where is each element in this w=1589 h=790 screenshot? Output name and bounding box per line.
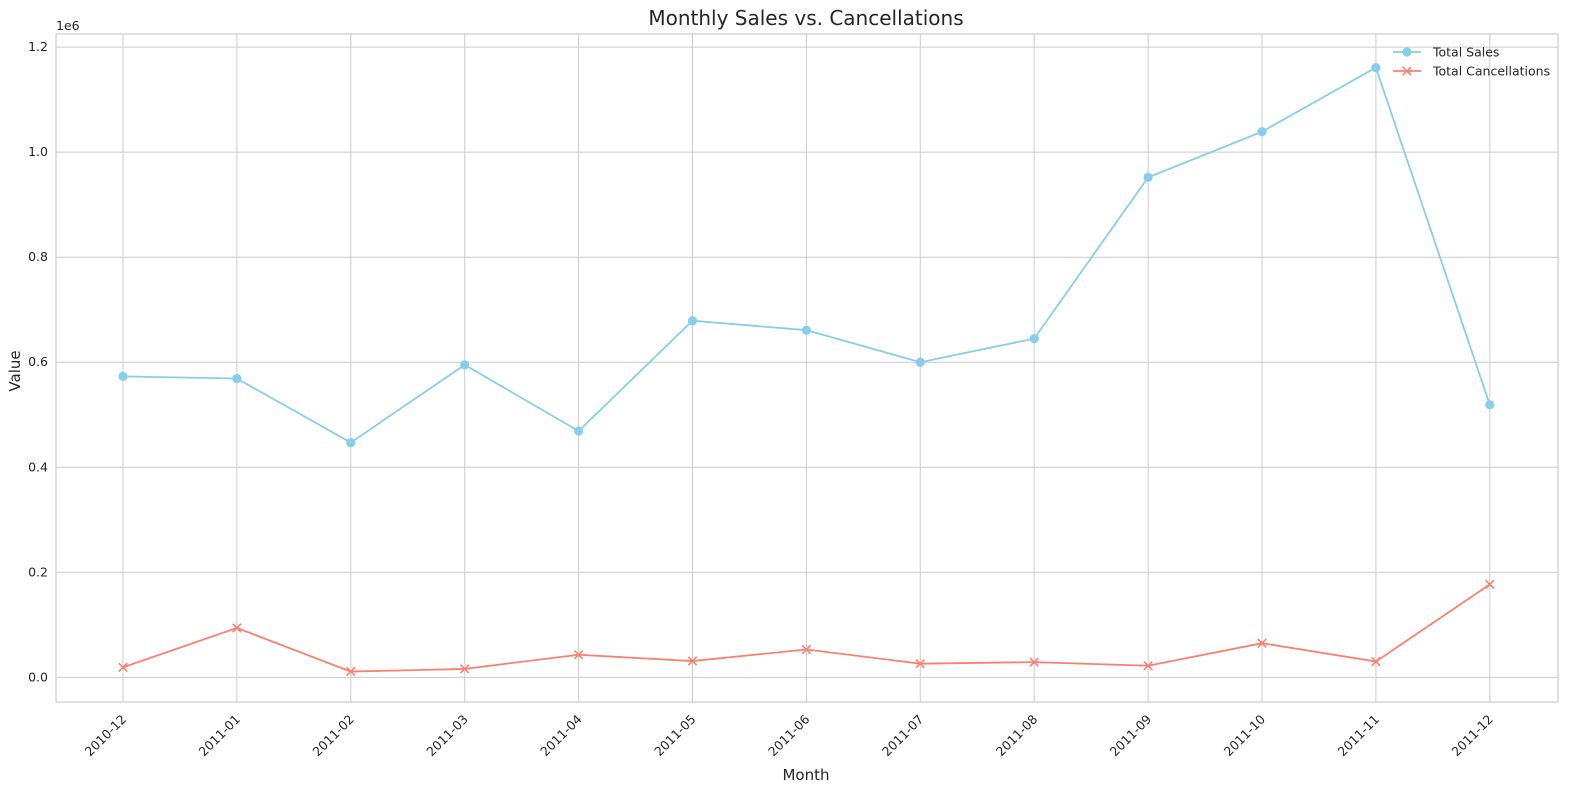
- data-point-0-2: [346, 437, 356, 448]
- x-tick-label: 2011-10: [1221, 711, 1269, 759]
- data-point-1-10: [1257, 638, 1267, 648]
- x-axis-ticks: 2010-12 2011-01 2011-02 2011-03 2011-04 2011-…: [82, 711, 1496, 759]
- series-0: [118, 63, 1495, 448]
- data-point-0-8: [1029, 333, 1039, 344]
- x-tick-label: 2011-11: [1334, 712, 1382, 760]
- x-tick-label: 2011-12: [1448, 712, 1496, 760]
- legend-item-0: Total Sales: [1393, 45, 1499, 60]
- x-axis-label: Month: [782, 766, 829, 784]
- y-axis-label: Value: [6, 350, 24, 391]
- data-point-0-3: [460, 360, 470, 370]
- chart-title: Monthly Sales vs. Cancellations: [648, 6, 963, 30]
- legend-marker: [1402, 47, 1412, 57]
- y-tick-label: 1.2: [28, 39, 48, 54]
- data-point-1-7: [915, 658, 926, 669]
- x-tick-label: 2011-06: [765, 711, 813, 759]
- data-point-1-5: [687, 656, 698, 666]
- x-tick-label: 2011-08: [993, 711, 1041, 759]
- data-point-0-6: [801, 325, 812, 335]
- legend-label: Total Cancellations: [1432, 64, 1550, 79]
- x-tick-label: 2010-12: [82, 712, 130, 760]
- y-tick-label: 0.6: [28, 354, 48, 369]
- y-axis-ticks: 0.0 0.2 0.4 0.6 0.8 1.0 1.2: [28, 39, 48, 684]
- data-point-1-8: [1029, 657, 1039, 667]
- data-point-1-4: [573, 649, 584, 660]
- x-tick-label: 2011-07: [879, 712, 927, 760]
- legend: Total Sales Total Cancellations: [1393, 45, 1550, 79]
- y-tick-label: 1.0: [28, 144, 48, 159]
- data-point-0-4: [574, 426, 584, 436]
- data-point-0-5: [687, 316, 698, 326]
- y-tick-label: 0.2: [28, 564, 48, 579]
- data-point-1-11: [1371, 656, 1381, 667]
- y-axis-offset-label: 1e6: [56, 18, 80, 33]
- legend-marker: [1402, 66, 1412, 76]
- x-tick-label: 2011-04: [537, 711, 585, 759]
- y-tick-label: 0.8: [28, 249, 48, 264]
- x-tick-label: 2011-03: [423, 712, 471, 760]
- data-point-0-7: [915, 357, 925, 367]
- y-tick-label: 0.4: [28, 459, 48, 474]
- y-tick-label: 0.0: [28, 669, 48, 684]
- data-point-1-3: [459, 664, 470, 674]
- legend-label: Total Sales: [1432, 45, 1499, 60]
- data-point-1-6: [801, 644, 812, 655]
- legend-item-1: Total Cancellations: [1393, 64, 1550, 79]
- data-point-1-2: [346, 666, 356, 677]
- data-point-0-10: [1257, 127, 1267, 137]
- data-point-0-1: [232, 373, 242, 384]
- x-tick-label: 2011-09: [1107, 711, 1155, 759]
- grid: [56, 34, 1558, 702]
- x-tick-label: 2011-02: [309, 712, 357, 760]
- data-point-0-12: [1485, 400, 1495, 410]
- data-point-0-0: [118, 371, 128, 382]
- series-1: [118, 579, 1495, 677]
- x-tick-label: 2011-01: [195, 712, 243, 760]
- data-point-1-9: [1143, 660, 1153, 671]
- x-tick-label: 2011-05: [651, 712, 699, 760]
- data-point-0-9: [1143, 172, 1153, 182]
- data-point-0-11: [1371, 63, 1381, 73]
- data-point-1-0: [118, 662, 128, 673]
- series-layer: [118, 63, 1495, 677]
- data-point-1-12: [1485, 579, 1495, 590]
- data-point-1-1: [232, 623, 242, 633]
- plot-frame: [55, 33, 1559, 703]
